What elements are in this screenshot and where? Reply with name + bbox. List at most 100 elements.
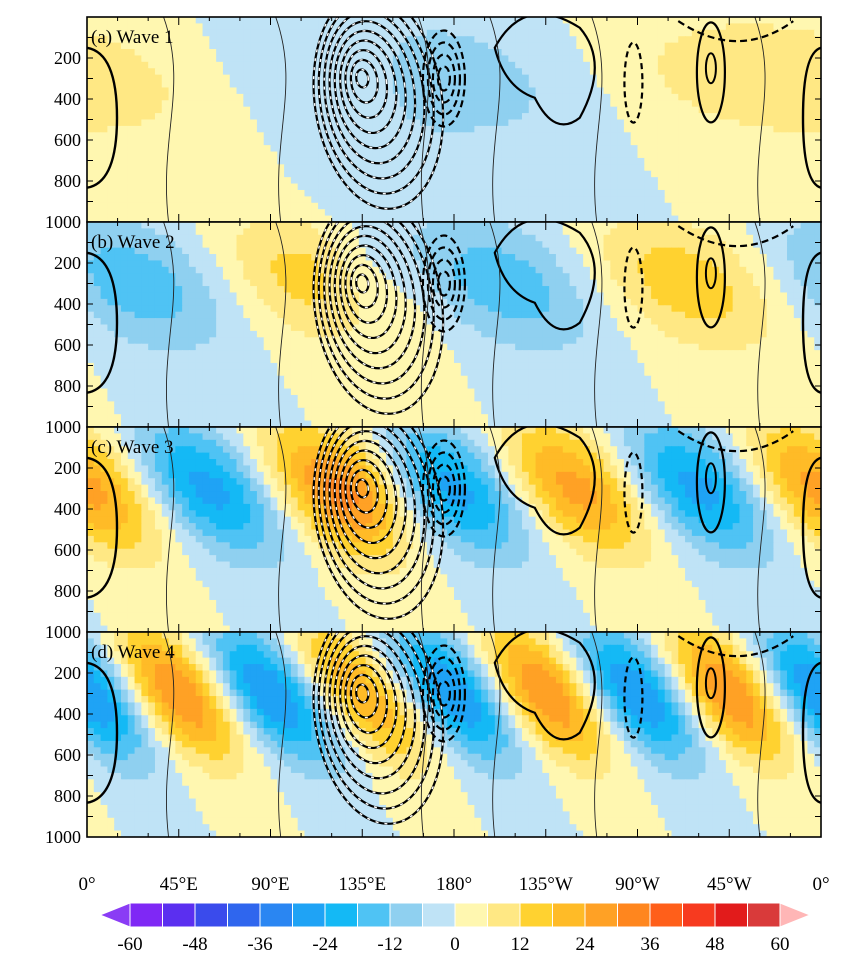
field-cell bbox=[501, 196, 509, 204]
field-cell bbox=[236, 74, 244, 82]
field-cell bbox=[481, 292, 489, 300]
field-cell bbox=[304, 202, 312, 210]
field-cell bbox=[610, 164, 618, 172]
field-cell bbox=[324, 273, 333, 281]
field-cell bbox=[610, 42, 618, 50]
field-cell bbox=[515, 286, 523, 294]
field-cell bbox=[188, 196, 197, 204]
field-cell bbox=[725, 106, 734, 114]
field-cell bbox=[610, 106, 618, 114]
field-cell bbox=[644, 157, 652, 165]
field-cell bbox=[399, 151, 408, 159]
field-cell bbox=[603, 183, 611, 191]
field-cell bbox=[352, 36, 360, 44]
field-cell bbox=[420, 170, 428, 178]
field-cell bbox=[127, 298, 136, 306]
field-cell bbox=[392, 125, 401, 133]
field-cell bbox=[243, 241, 251, 249]
field-cell bbox=[576, 209, 584, 217]
field-cell bbox=[807, 151, 815, 159]
field-cell bbox=[311, 145, 319, 153]
field-cell bbox=[202, 113, 210, 121]
field-cell bbox=[229, 74, 238, 82]
field-cell bbox=[433, 36, 442, 44]
field-cell bbox=[318, 157, 326, 165]
field-cell bbox=[807, 222, 815, 230]
field-cell bbox=[175, 68, 183, 76]
field-cell bbox=[549, 106, 557, 114]
field-cell bbox=[195, 74, 204, 82]
field-cell bbox=[528, 29, 537, 37]
field-cell bbox=[154, 279, 163, 287]
field-cell bbox=[433, 29, 442, 37]
field-cell bbox=[657, 138, 666, 146]
field-cell bbox=[793, 145, 802, 153]
field-cell bbox=[229, 266, 238, 274]
field-cell bbox=[623, 61, 632, 69]
field-cell bbox=[787, 36, 795, 44]
field-cell bbox=[93, 100, 102, 108]
field-cell bbox=[358, 106, 367, 114]
field-cell bbox=[358, 119, 367, 127]
field-cell bbox=[324, 189, 333, 197]
field-cell bbox=[107, 74, 115, 82]
field-cell bbox=[297, 254, 306, 262]
field-cell bbox=[719, 74, 727, 82]
field-cell bbox=[705, 209, 713, 217]
field-cell bbox=[725, 87, 734, 95]
field-cell bbox=[787, 183, 795, 191]
field-cell bbox=[753, 145, 761, 153]
field-cell bbox=[515, 209, 523, 217]
field-cell bbox=[284, 164, 292, 172]
field-cell bbox=[610, 145, 618, 153]
field-cell bbox=[290, 81, 299, 89]
field-cell bbox=[365, 266, 374, 274]
field-cell bbox=[87, 42, 95, 50]
field-cell bbox=[637, 42, 645, 50]
field-cell bbox=[691, 119, 700, 127]
field-cell bbox=[243, 113, 251, 121]
field-cell bbox=[440, 74, 448, 82]
field-cell bbox=[793, 29, 802, 37]
field-cell bbox=[236, 23, 244, 31]
field-cell bbox=[664, 157, 673, 165]
field-cell bbox=[814, 222, 821, 230]
field-cell bbox=[515, 81, 523, 89]
field-cell bbox=[358, 49, 367, 57]
field-cell bbox=[630, 23, 639, 31]
field-cell bbox=[542, 254, 550, 262]
field-cell bbox=[440, 55, 448, 63]
field-cell bbox=[719, 157, 727, 165]
field-cell bbox=[657, 61, 666, 69]
field-cell bbox=[732, 292, 741, 300]
field-cell bbox=[562, 279, 571, 287]
field-cell bbox=[440, 202, 448, 210]
field-cell bbox=[216, 189, 224, 197]
field-cell bbox=[671, 100, 679, 108]
field-cell bbox=[630, 241, 639, 249]
field-cell bbox=[379, 42, 387, 50]
field-cell bbox=[338, 157, 346, 165]
field-cell bbox=[678, 74, 686, 82]
field-cell bbox=[433, 100, 442, 108]
field-cell bbox=[596, 241, 605, 249]
field-cell bbox=[406, 106, 414, 114]
field-cell bbox=[154, 68, 163, 76]
field-cell bbox=[576, 254, 584, 262]
field-cell bbox=[746, 164, 754, 172]
field-cell bbox=[685, 145, 693, 153]
field-cell bbox=[521, 202, 530, 210]
field-cell bbox=[685, 119, 693, 127]
field-cell bbox=[712, 196, 720, 204]
field-cell bbox=[454, 189, 462, 197]
field-cell bbox=[243, 209, 251, 217]
field-cell bbox=[644, 119, 652, 127]
field-cell bbox=[120, 17, 129, 25]
field-cell bbox=[725, 247, 734, 255]
field-cell bbox=[107, 305, 115, 313]
field-cell bbox=[481, 298, 489, 306]
field-cell bbox=[515, 68, 523, 76]
field-cell bbox=[141, 125, 149, 133]
field-cell bbox=[290, 209, 299, 217]
field-cell bbox=[386, 292, 394, 300]
